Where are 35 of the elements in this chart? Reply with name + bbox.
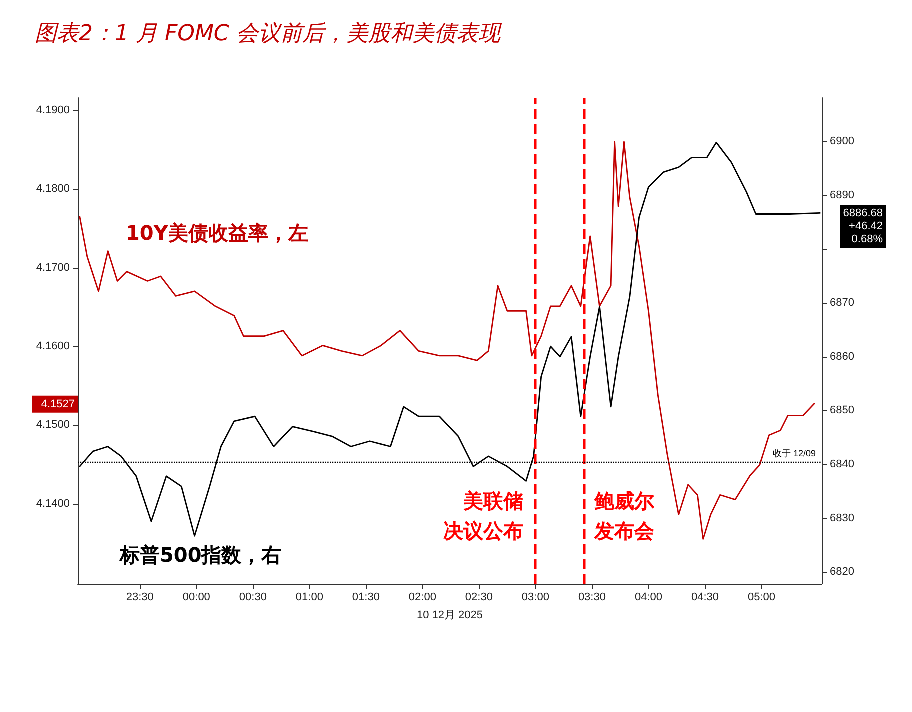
x-tick-label: 23:30 [126,592,154,604]
chart-title: 图表2：1 月 FOMC 会议前后，美股和美债表现 [35,22,502,46]
ref-line-label: 收于 12/09 [772,448,816,458]
y2-tick-label: 6890 [830,189,854,202]
y2-tick-label: 6850 [830,404,854,417]
y2-tick-label: 6830 [830,512,854,524]
y-tick-label: 4.1400 [36,498,70,510]
text: 4.1527 [41,398,75,410]
y2-tick-label: 6860 [830,350,854,363]
x-tick-label: 01:00 [296,592,324,604]
y-tick-label: 4.1700 [36,262,70,274]
x-tick-label: 04:30 [691,592,719,604]
y2-tick-label: 6820 [830,566,854,578]
text: 6886.68 +46.42 0.68% [843,208,884,246]
x-tick-label: 02:30 [465,592,493,604]
x-tick-label: 04:00 [634,592,662,604]
x-tick-label: 01:30 [352,592,380,604]
ref-line-label: 美联储决议公布 [444,489,524,543]
y2-tick-label: 6900 [830,136,854,148]
y-tick-label: 4.1900 [36,104,70,117]
series-label: 10Y美债收益率，左 [126,221,308,245]
x-tick-label: 03:00 [522,592,550,604]
y-tick-label: 4.1600 [36,340,70,353]
y-tick-label: 4.1500 [36,419,70,432]
x-tick-label: 00:30 [239,592,267,604]
series-label: 标普500指数，右 [119,543,282,567]
x-tick-label: 05:00 [748,592,776,604]
x-tick-label: 03:30 [578,592,606,604]
ref-line-label: 鲍威尔发布会 [594,489,656,543]
x-tick-label: 00:00 [182,592,210,604]
x-axis-title: 10 12月 2025 [416,610,484,622]
y2-tick-label: 6870 [830,297,854,310]
x-tick-label: 02:00 [408,592,436,604]
y2-tick-label: 6840 [830,458,854,471]
y-tick-label: 4.1800 [36,183,70,196]
